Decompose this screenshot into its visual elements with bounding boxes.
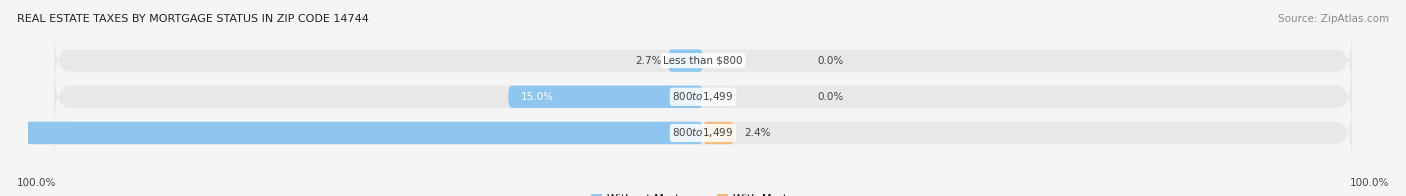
Text: Less than $800: Less than $800 [664,56,742,66]
Text: 15.0%: 15.0% [522,92,554,102]
Text: 100.0%: 100.0% [17,178,56,188]
FancyBboxPatch shape [668,49,703,72]
Text: 0.0%: 0.0% [817,92,844,102]
Text: $800 to $1,499: $800 to $1,499 [672,90,734,103]
Text: $800 to $1,499: $800 to $1,499 [672,126,734,140]
FancyBboxPatch shape [703,122,734,144]
FancyBboxPatch shape [53,101,1353,165]
Text: 100.0%: 100.0% [1350,178,1389,188]
Text: 0.0%: 0.0% [817,56,844,66]
Legend: Without Mortgage, With Mortgage: Without Mortgage, With Mortgage [586,190,820,196]
Text: 2.7%: 2.7% [636,56,661,66]
FancyBboxPatch shape [53,28,1353,93]
Text: 2.4%: 2.4% [745,128,770,138]
Text: Source: ZipAtlas.com: Source: ZipAtlas.com [1278,14,1389,24]
Text: REAL ESTATE TAXES BY MORTGAGE STATUS IN ZIP CODE 14744: REAL ESTATE TAXES BY MORTGAGE STATUS IN … [17,14,368,24]
FancyBboxPatch shape [509,86,703,108]
FancyBboxPatch shape [53,65,1353,129]
FancyBboxPatch shape [0,122,703,144]
